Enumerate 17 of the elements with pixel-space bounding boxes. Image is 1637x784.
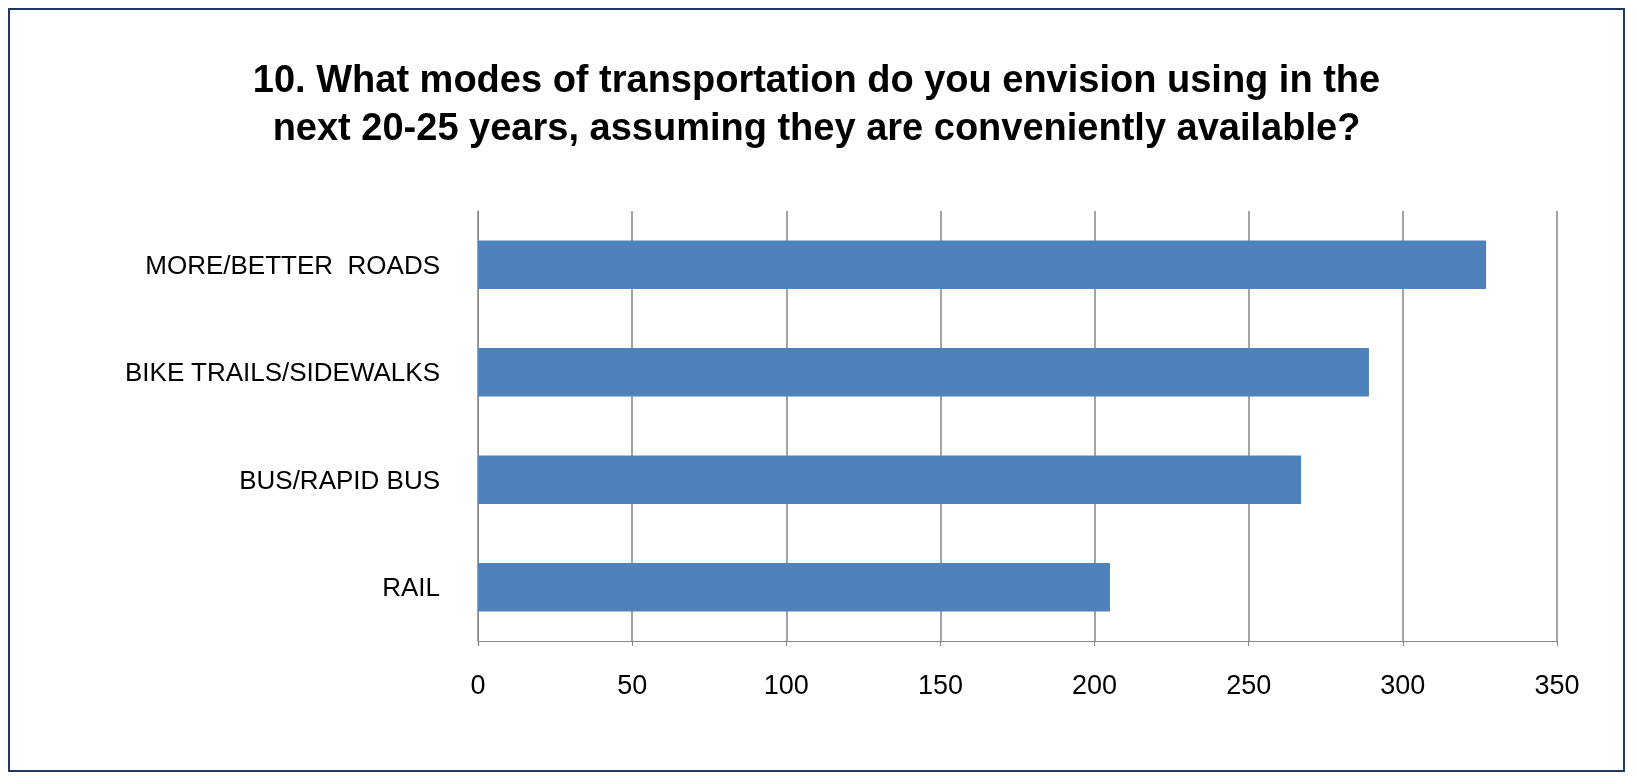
x-tick-label: 150: [917, 669, 963, 700]
y-tick-label: RAIL: [382, 572, 440, 603]
x-tick-label: 50: [617, 669, 648, 700]
x-tick-label: 0: [470, 669, 486, 700]
y-tick-label: MORE/BETTER ROADS: [145, 249, 440, 280]
x-tick-label: 250: [1226, 669, 1272, 700]
y-tick-label: BUS/RAPID BUS: [239, 464, 440, 495]
x-tick-label: 100: [763, 669, 809, 700]
chart-title: 10. What modes of transportation do you envision using in the next 20-25 years, assuming they are conveniently available?: [252, 58, 1381, 148]
y-tick-label: BIKE TRAILS/SIDEWALKS: [125, 357, 440, 388]
x-tick-label: 300: [1380, 669, 1426, 700]
bar: [478, 563, 1110, 612]
bar: [478, 240, 1487, 289]
bar: [478, 348, 1369, 397]
x-tick-label: 350: [1534, 669, 1580, 700]
x-tick-label: 200: [1072, 669, 1118, 700]
bar: [478, 455, 1302, 504]
